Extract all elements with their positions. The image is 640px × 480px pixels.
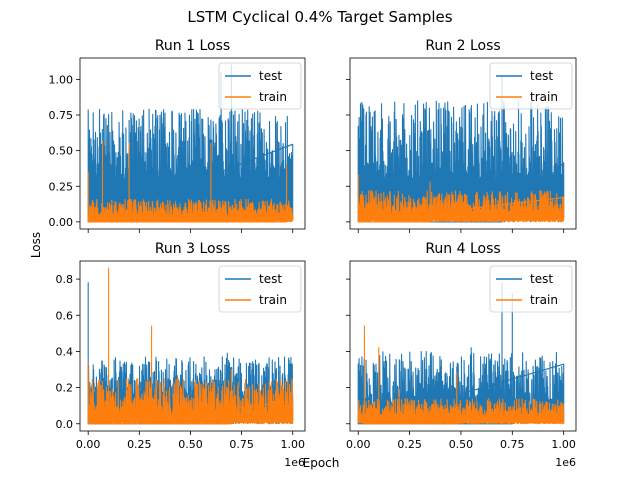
series-line-test	[87, 64, 294, 223]
x-offset-label: 1e6	[555, 456, 576, 469]
plot-area	[87, 267, 294, 425]
series-line-train	[357, 174, 565, 223]
y-tick-label: 0.75	[49, 109, 74, 122]
y-tick-label: 0.4	[56, 345, 74, 358]
axes-frame	[79, 57, 306, 230]
legend-label-test: test	[530, 272, 553, 286]
legend: test train	[218, 62, 302, 110]
x-tick-label: 0.50	[178, 438, 203, 451]
legend: test train	[489, 265, 573, 313]
legend-label-test: test	[530, 69, 553, 83]
x-tick-label: 0.00	[346, 438, 371, 451]
subplot-run-3: 0.00 0.25 0.50 0.75 1.00 0.0 0.2 0.4 0.6 0.8 1e6 Ru…	[56, 241, 306, 469]
y-tick-label: 0.2	[56, 382, 74, 395]
legend: test train	[489, 62, 573, 110]
y-tick-label: 0.6	[56, 309, 74, 322]
y-tick-label: 0.0	[56, 418, 74, 431]
legend-label-train: train	[530, 293, 558, 307]
plot-area	[87, 64, 294, 223]
subplot-title: Run 1 Loss	[155, 38, 230, 54]
plot-area	[357, 75, 565, 223]
axes-frame	[79, 260, 306, 432]
x-tick-label: 0.00	[76, 438, 101, 451]
y-tick-label: 0.50	[49, 145, 74, 158]
axes-frame	[349, 260, 577, 432]
x-tick-label: 0.75	[229, 438, 254, 451]
figure-xlabel: Epoch	[303, 456, 340, 470]
axes-frame	[349, 57, 577, 230]
subplot-title: Run 4 Loss	[425, 241, 500, 257]
x-tick-label: 0.25	[127, 438, 152, 451]
plot-area	[357, 282, 565, 425]
x-tick-label: 1.00	[551, 438, 576, 451]
x-offset-label: 1e6	[284, 456, 305, 469]
x-tick-label: 0.75	[500, 438, 525, 451]
legend-label-train: train	[259, 293, 287, 307]
figure-title: LSTM Cyclical 0.4% Target Samples	[187, 8, 452, 26]
y-tick-label: 0.25	[49, 180, 74, 193]
x-tick-label: 0.25	[397, 438, 422, 451]
subplot-run-4: 0.00 0.25 0.50 0.75 1.00 1e6 Run 4 Loss test tra…	[346, 241, 577, 469]
series-line-train	[87, 140, 294, 223]
subplot-run-1: 0.00 0.25 0.50 0.75 1.00 Run 1 Loss test train	[49, 38, 306, 233]
y-tick-label: 0.00	[49, 216, 74, 229]
series-line-train	[357, 325, 565, 425]
legend: test train	[218, 265, 302, 313]
subplot-title: Run 2 Loss	[425, 38, 500, 54]
y-tick-label: 1.00	[49, 73, 74, 86]
series-line-train	[87, 267, 294, 425]
y-tick-label: 0.8	[56, 273, 74, 286]
legend-label-train: train	[259, 90, 287, 104]
x-tick-label: 1.00	[280, 438, 305, 451]
figure-ylabel: Loss	[29, 232, 43, 258]
subplot-title: Run 3 Loss	[155, 241, 230, 257]
subplot-run-2: Run 2 Loss test train	[346, 38, 577, 233]
legend-label-train: train	[530, 90, 558, 104]
x-tick-label: 0.50	[449, 438, 474, 451]
legend-label-test: test	[259, 69, 282, 83]
legend-label-test: test	[259, 272, 282, 286]
